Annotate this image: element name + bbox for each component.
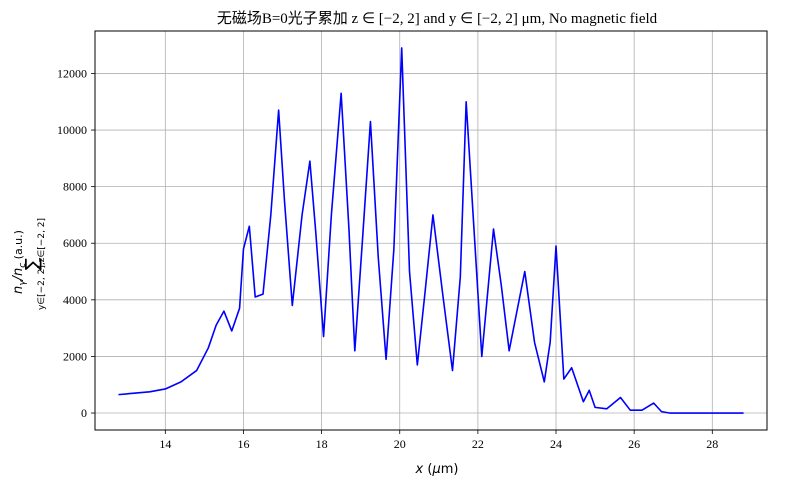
chart-title: 无磁场B=0光子累加 z ∈ [−2, 2] and y ∈ [−2, 2] μ… (217, 10, 658, 27)
x-tick-label: 24 (550, 437, 562, 451)
y-axis-ticks: 0 2000 4000 6000 8000 10000 12000 (57, 66, 95, 420)
grid (95, 31, 767, 430)
x-tick-label: 16 (237, 437, 249, 451)
y-axis-label: ∑ y∈[−2, 2],z∈[−2, 2] nγ/nc (a.u.) (11, 218, 47, 310)
x-tick-label: 22 (472, 437, 484, 451)
x-tick-label: 20 (394, 437, 406, 451)
x-tick-label: 26 (628, 437, 640, 451)
series-line-0 (118, 47, 744, 414)
x-tick-label: 18 (316, 437, 328, 451)
y-tick-label: 0 (81, 406, 87, 420)
x-tick-label: 14 (159, 437, 171, 451)
y-tick-label: 6000 (63, 236, 87, 250)
y-tick-label: 4000 (63, 293, 87, 307)
y-tick-label: 2000 (63, 349, 87, 363)
x-axis-label: x (μm) (415, 462, 459, 477)
y-axis-label-sum-range: y∈[−2, 2],z∈[−2, 2] (37, 218, 47, 310)
plot-frame (94, 30, 768, 431)
y-axis-label-quantity: nγ/nc (a.u.) (11, 230, 28, 294)
y-tick-label: 10000 (57, 123, 87, 137)
x-axis-ticks: 14 16 18 20 22 24 26 28 (159, 430, 718, 451)
series-line-group (118, 47, 744, 414)
y-axis-label-sum: ∑ (22, 258, 43, 270)
y-tick-label: 12000 (57, 66, 87, 80)
y-tick-label: 8000 (63, 180, 87, 194)
x-tick-label: 28 (706, 437, 718, 451)
